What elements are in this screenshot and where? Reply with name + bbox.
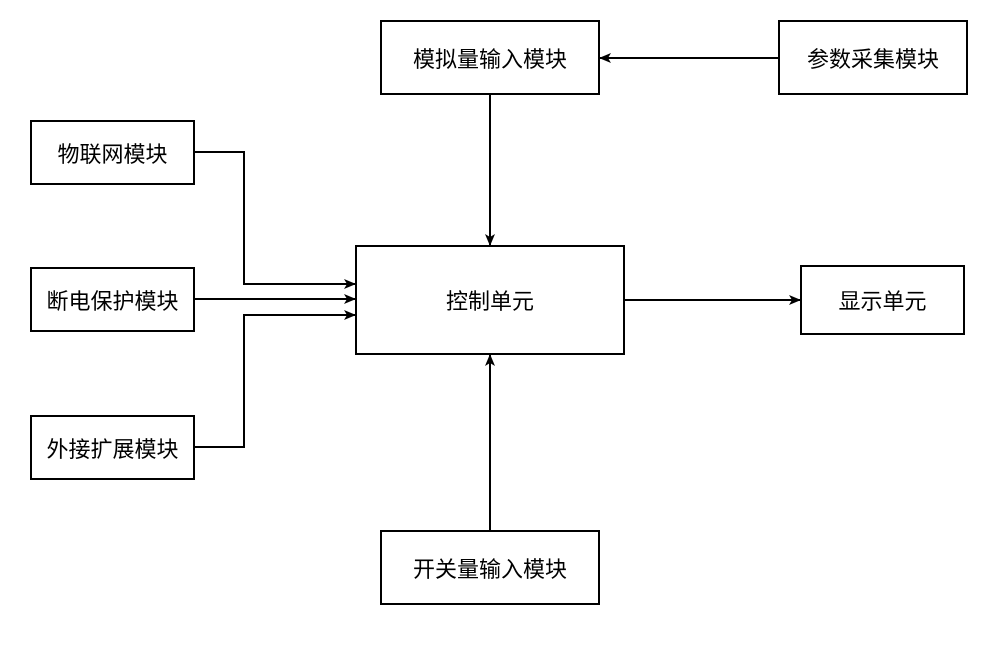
diagram-canvas: 模拟量输入模块 参数采集模块 物联网模块 断电保护模块 外接扩展模块 控制单元 … — [0, 0, 1000, 647]
node-display-unit: 显示单元 — [800, 265, 965, 335]
node-ext-expand: 外接扩展模块 — [30, 415, 195, 480]
edge-ext_expand-to-control_unit — [195, 315, 355, 447]
node-label: 断电保护模块 — [46, 284, 178, 316]
node-label: 参数采集模块 — [807, 42, 939, 74]
edge-iot-to-control_unit — [195, 152, 355, 284]
node-control-unit: 控制单元 — [355, 245, 625, 355]
node-label: 控制单元 — [446, 284, 534, 316]
node-label: 物联网模块 — [57, 137, 167, 169]
node-param-collect: 参数采集模块 — [778, 20, 968, 95]
node-label: 模拟量输入模块 — [413, 42, 567, 74]
node-label: 开关量输入模块 — [413, 552, 567, 584]
node-iot: 物联网模块 — [30, 120, 195, 185]
node-analog-input: 模拟量输入模块 — [380, 20, 600, 95]
node-label: 显示单元 — [838, 284, 926, 316]
node-switch-input: 开关量输入模块 — [380, 530, 600, 605]
node-power-protect: 断电保护模块 — [30, 267, 195, 332]
node-label: 外接扩展模块 — [46, 432, 178, 464]
